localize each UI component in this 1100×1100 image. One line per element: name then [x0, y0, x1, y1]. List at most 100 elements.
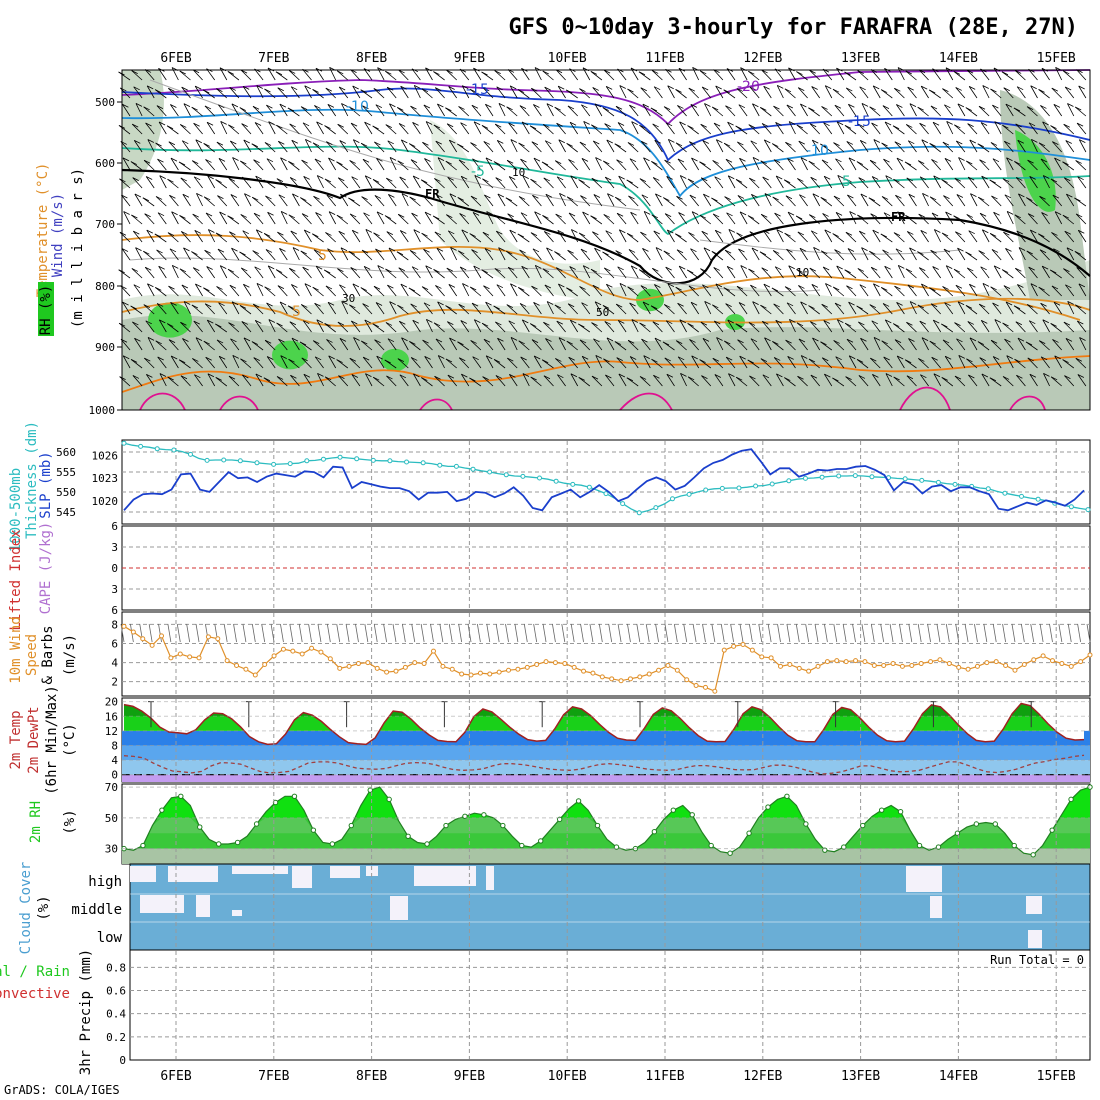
wind-barb [919, 123, 929, 135]
wind10-barb [420, 623, 425, 643]
wind-barb [727, 319, 736, 333]
wind-barb [497, 193, 506, 207]
wind-barb [506, 159, 518, 171]
wind-barb [602, 305, 615, 315]
wind-barb [714, 176, 724, 189]
wind-barb [205, 212, 216, 225]
wind-barb-flag [736, 88, 744, 92]
wind-barb-flag [917, 304, 925, 309]
date-label-bottom: 12FEB [743, 1069, 782, 1084]
wind-barb-flag [594, 301, 602, 306]
wind-barb [312, 340, 324, 351]
wind-barb [1065, 284, 1075, 297]
wind-barb-flag [119, 231, 127, 236]
wind-barb-flag [967, 267, 974, 272]
rh-label-10: 10 [512, 166, 525, 179]
wind-barb [809, 267, 820, 279]
wind-barb-flag [411, 212, 418, 217]
wind-barb-flag [687, 178, 695, 183]
wind-barb-flag [1067, 301, 1074, 305]
wind-barb [677, 158, 687, 171]
wind-barb [399, 176, 409, 189]
wind-barb-flag [239, 251, 246, 256]
wind-barb [461, 373, 470, 387]
wind-barb-flag [1052, 194, 1060, 199]
wind-barb-flag [1064, 177, 1071, 182]
wind10-line-point [1049, 658, 1055, 664]
wind-barb [337, 123, 349, 135]
wind-barb-flag [848, 103, 855, 108]
wind-barb [641, 338, 651, 351]
wind-barb [473, 121, 482, 135]
wind-barb-flag [567, 249, 574, 254]
wind-barb-flag [277, 285, 285, 289]
wind10-barb [270, 623, 275, 643]
wind-barb-flag [292, 193, 299, 198]
wind-barb [1077, 176, 1087, 189]
wind-barb-flag [772, 143, 779, 147]
wind-barb [448, 284, 458, 297]
wind-barb-flag [486, 211, 493, 215]
wind-barb [169, 195, 179, 207]
wind-barb [579, 339, 591, 351]
wind-barb-flag [860, 337, 867, 342]
wind-barb-flag [517, 233, 525, 238]
wind-barb [146, 374, 155, 387]
wind-barb-flag [566, 89, 573, 94]
wind-barb-flag [643, 211, 651, 215]
wind-barb [239, 107, 252, 117]
wind-barb [968, 86, 978, 99]
wind-barb-flag [155, 340, 162, 345]
wind-barb-flag [956, 194, 964, 198]
wind-barb-flag [304, 283, 312, 287]
wind-barb [980, 68, 990, 81]
thickness-tick: 545 [56, 506, 76, 519]
wind-barb [716, 337, 724, 351]
wind-barb-flag [1031, 139, 1038, 143]
wind-barb-flag [992, 158, 1000, 163]
wind10-barb [992, 623, 997, 643]
wind-barb-flag [518, 196, 526, 200]
wind-barb-flag [216, 339, 224, 344]
wind-barb-flag [290, 86, 298, 91]
wind-barb-flag [195, 337, 203, 341]
wind-barb-flag [665, 122, 673, 127]
wind-barb-flag [700, 123, 707, 128]
wind-barb-flag [559, 193, 566, 197]
wind-barb [666, 374, 675, 387]
wind-barb [784, 232, 796, 243]
wind-barb-flag [203, 287, 210, 292]
wind-barb-flag [241, 321, 248, 325]
wind-tick: 6 [111, 638, 118, 651]
wind-barb-flag [195, 139, 202, 144]
wind-barb [752, 103, 760, 117]
wind10-line-point [984, 660, 990, 666]
wind-barb [1005, 103, 1014, 117]
cloud-label-a: Cloud Cover [18, 862, 34, 955]
wind-barb [545, 194, 554, 207]
wind-barb-flag [726, 266, 734, 270]
wind-barb-flag [835, 356, 842, 361]
wind-barb [942, 141, 954, 153]
wind10-line-point [290, 648, 296, 654]
thickness-line-point [786, 478, 792, 484]
wind-barb [752, 301, 760, 315]
wind-barb [1041, 265, 1050, 279]
wind-barb [821, 303, 833, 315]
wind-barb [495, 375, 506, 387]
wind-barb-flag [872, 374, 879, 378]
wind-barb-flag [941, 179, 948, 183]
wind-barb [615, 250, 627, 261]
wind10-barb [1086, 623, 1091, 643]
wind-barb [651, 358, 663, 369]
wind-barb-flag [397, 107, 404, 111]
wind-barb [628, 249, 639, 261]
wind-barb [788, 121, 796, 135]
wind-barb-flag [373, 232, 380, 237]
wind-barb [723, 287, 736, 297]
wind-barb-flag [556, 122, 563, 127]
wind-barb-flag [445, 160, 452, 165]
wind-barb [280, 211, 288, 225]
wind-barb [1054, 157, 1063, 171]
wind-barb [341, 103, 349, 117]
